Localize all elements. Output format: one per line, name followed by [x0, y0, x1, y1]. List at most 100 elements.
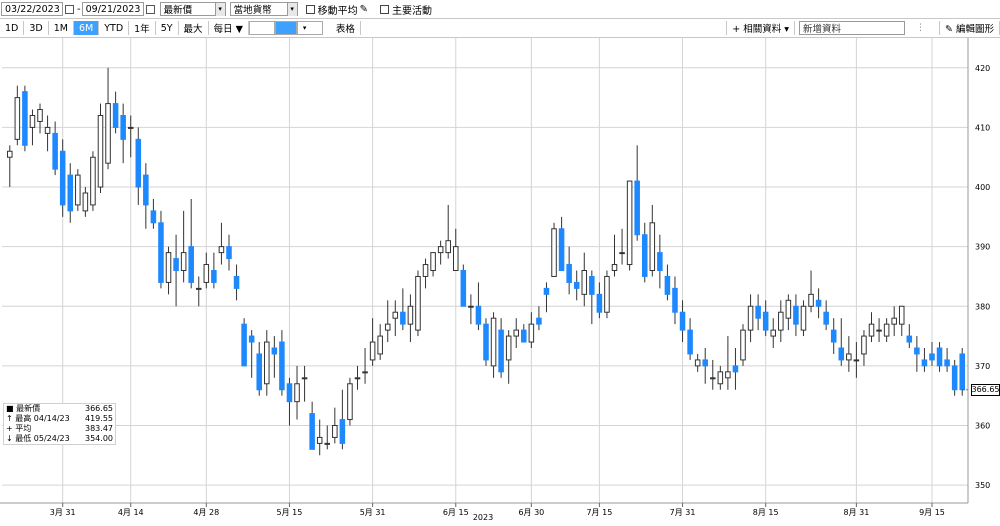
- candle-body: [808, 293, 814, 307]
- candle-body: [687, 329, 693, 355]
- line-style-select[interactable]: ▾: [296, 21, 323, 35]
- candle-body: [437, 246, 444, 254]
- x-tick-label: 3月 31: [50, 508, 76, 517]
- candle-body: [256, 353, 262, 391]
- candle-body: [604, 275, 610, 313]
- y-tick-label: 410: [975, 123, 990, 132]
- candle-body: [483, 323, 489, 361]
- candle-body: [309, 413, 315, 450]
- chevron-down-icon: ▾: [302, 24, 307, 32]
- range-6m-button[interactable]: 6M: [73, 21, 100, 35]
- range-max-button[interactable]: 最大: [179, 21, 209, 35]
- frequency-label: 每日 ▼: [213, 24, 243, 35]
- x-tick-label: 4月 14: [118, 508, 144, 517]
- start-date-input[interactable]: 03/22/2023: [1, 2, 63, 16]
- price-chart[interactable]: 350 360 370 380 390 400 410 420 3月 31 4月 14 4月 28…: [0, 38, 1000, 523]
- candle-body: [596, 293, 603, 313]
- candle-body: [97, 115, 104, 188]
- gear-icon[interactable]: ⋮: [916, 23, 926, 33]
- candle-body: [664, 275, 671, 295]
- price-type-select[interactable]: 最新價 ▾: [159, 2, 226, 16]
- candle-body: [445, 240, 451, 254]
- candle-body: [233, 275, 240, 289]
- candle-body: [853, 359, 860, 362]
- range-1y-label: 1年: [134, 24, 150, 35]
- end-date-input[interactable]: 09/21/2023: [81, 2, 144, 16]
- candle-body: [747, 305, 754, 331]
- x-tick-label: 8月 31: [843, 508, 869, 517]
- candle-body: [377, 335, 383, 355]
- pencil-icon[interactable]: ✎: [359, 3, 368, 15]
- candle-body: [513, 329, 520, 337]
- edit-chart-button[interactable]: ✎ 編輯圖形: [939, 21, 1000, 35]
- moving-average-checkbox[interactable]: [305, 4, 315, 14]
- add-data-label: 新增資料: [803, 24, 842, 35]
- candlestick-chart[interactable]: 350 360 370 380 390 400 410 420 3月 31 4月 14 4月 28…: [0, 38, 1000, 523]
- range-5y-button[interactable]: 5Y: [156, 21, 179, 35]
- candle-body: [143, 174, 149, 206]
- range-3d-label: 3D: [29, 22, 43, 34]
- y-tick-label: 390: [975, 243, 990, 252]
- chevron-down-icon: ▾: [214, 2, 225, 16]
- candle-body: [778, 311, 784, 331]
- related-data-button[interactable]: + 相關資料 ▾: [726, 21, 796, 35]
- candle-body: [279, 341, 285, 391]
- candle-body: [717, 371, 724, 385]
- color-picker[interactable]: [274, 21, 297, 35]
- legend-avg-value: 383.47: [85, 424, 113, 433]
- toolbar-range: 1D 3D 1M 6M YTD 1年 5Y 最大 每日 ▼ ▾ 表格 + 相關資…: [0, 19, 1000, 38]
- range-6m-label: 6M: [78, 22, 94, 34]
- legend-last-value: 366.65: [85, 404, 113, 413]
- range-1d-button[interactable]: 1D: [0, 21, 25, 35]
- x-tick-label: 7月 31: [670, 508, 696, 517]
- range-1y-button[interactable]: 1年: [129, 21, 156, 35]
- candle-body: [407, 305, 414, 325]
- grid-lines: [2, 38, 968, 503]
- candle-body: [498, 329, 504, 373]
- candle-body: [762, 311, 769, 331]
- legend-high-label: ↑ 最高 04/14/23: [6, 414, 70, 423]
- y-tick-label: 380: [975, 302, 990, 311]
- edit-chart-label: ✎ 編輯圖形: [945, 24, 994, 35]
- table-label: 表格: [335, 24, 355, 35]
- candle-body: [944, 359, 950, 367]
- candle-body: [82, 192, 89, 212]
- candle-body: [785, 299, 792, 319]
- last-price-tag: 366.65: [971, 383, 1000, 396]
- candle-body: [732, 365, 739, 373]
- candle-body: [611, 264, 618, 272]
- key-events-checkbox[interactable]: [380, 4, 389, 14]
- range-3d-button[interactable]: 3D: [24, 21, 49, 35]
- candle-body: [468, 305, 474, 308]
- table-button[interactable]: 表格: [331, 21, 361, 35]
- candle-body: [195, 287, 202, 290]
- range-ytd-button[interactable]: YTD: [99, 21, 130, 35]
- candle-body: [868, 323, 875, 337]
- candle-body: [44, 126, 51, 134]
- price-type-value: 最新價: [163, 5, 193, 16]
- range-1m-button[interactable]: 1M: [49, 21, 74, 35]
- candle-body: [838, 347, 845, 361]
- candle-body: [135, 138, 142, 188]
- moving-average-label: 移動平均: [317, 5, 358, 17]
- candle-body: [649, 222, 656, 271]
- candle-body: [127, 126, 134, 129]
- legend-low: ↓ 最低 05/24/23 354.00: [4, 434, 115, 444]
- range-ytd-label: YTD: [104, 22, 124, 34]
- currency-select[interactable]: 當地貨幣 ▾: [229, 2, 298, 16]
- y-tick-label: 350: [975, 481, 990, 490]
- add-data-input[interactable]: 新增資料: [799, 21, 906, 35]
- candle-body: [59, 150, 66, 206]
- candle-body: [460, 270, 467, 307]
- calendar-icon[interactable]: [145, 4, 155, 14]
- candle-body: [883, 323, 890, 337]
- related-data-label: + 相關資料 ▾: [732, 24, 790, 35]
- candle-body: [657, 252, 663, 272]
- candle-body: [248, 335, 255, 343]
- frequency-select[interactable]: 每日 ▼: [209, 21, 249, 35]
- candle-body: [173, 258, 179, 271]
- candle-body: [324, 442, 331, 445]
- chart-style-select[interactable]: [248, 21, 275, 35]
- calendar-icon[interactable]: [65, 4, 74, 14]
- x-tick-label: 7月 15: [586, 508, 612, 517]
